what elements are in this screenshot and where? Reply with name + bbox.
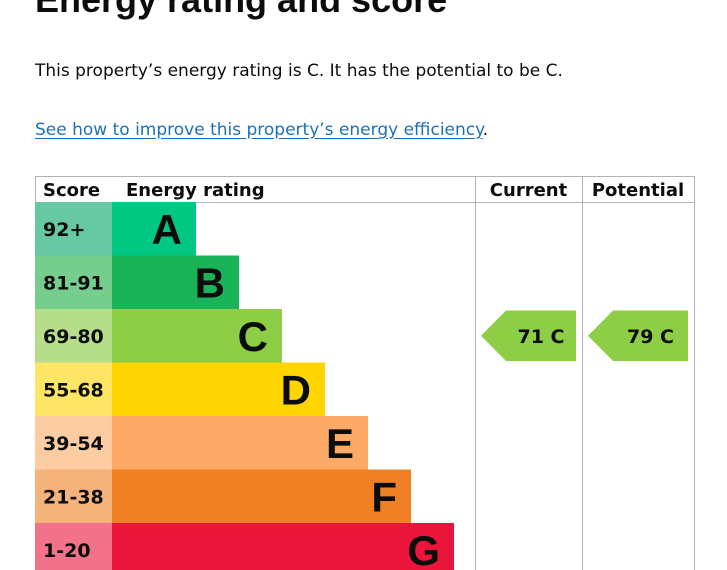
rating-bar-a xyxy=(112,202,196,256)
header-current: Current xyxy=(490,180,568,201)
header-score: Score xyxy=(43,180,100,201)
header-energy-rating: Energy rating xyxy=(126,180,265,201)
rating-summary: This property’s energy rating is C. It h… xyxy=(35,61,563,81)
score-cell-g xyxy=(35,523,112,570)
potential-rating-label: 79 C xyxy=(627,326,674,348)
rating-letter-c: C xyxy=(238,313,268,360)
rating-bar-d xyxy=(112,362,325,417)
score-label-e: 39-54 xyxy=(43,433,104,455)
score-label-a: 92+ xyxy=(43,219,85,241)
rating-bar-b xyxy=(112,255,239,310)
improve-paragraph: See how to improve this property’s energ… xyxy=(35,118,488,142)
header-potential: Potential xyxy=(592,180,684,201)
chart-headers: Score Energy rating Current Potential xyxy=(43,180,684,201)
page-title: Energy rating and score xyxy=(35,0,447,22)
potential-rating-arrow xyxy=(588,310,688,361)
rating-letter-b: B xyxy=(195,259,225,306)
rating-bands: 92+ A 81-91 B 69-80 C 55-68 D 39-54 E 21-38 F 1-20 G xyxy=(35,202,454,570)
score-cell-a xyxy=(35,202,112,256)
score-cell-b xyxy=(35,255,112,310)
rating-bar-g xyxy=(112,523,454,570)
improve-suffix: . xyxy=(482,120,489,140)
rating-bar-e xyxy=(112,416,368,470)
score-label-b: 81-91 xyxy=(43,272,104,294)
score-cell-d xyxy=(35,362,112,417)
rating-bar-c xyxy=(112,309,282,363)
current-rating-label: 71 C xyxy=(518,326,565,348)
score-cell-c xyxy=(35,309,112,363)
score-label-d: 55-68 xyxy=(43,379,104,401)
rating-letter-a: A xyxy=(152,206,182,253)
rating-letter-g: G xyxy=(407,527,440,570)
improve-efficiency-link[interactable]: See how to improve this property’s energ… xyxy=(35,120,483,140)
score-label-g: 1-20 xyxy=(43,540,91,562)
rating-bar-f xyxy=(112,469,411,524)
score-label-c: 69-80 xyxy=(43,326,104,348)
score-cell-f xyxy=(35,469,112,524)
rating-letter-d: D xyxy=(281,366,311,413)
score-cell-e xyxy=(35,416,112,470)
rating-markers: 71 C 79 C xyxy=(481,310,688,361)
rating-letter-f: F xyxy=(371,473,397,520)
score-label-f: 21-38 xyxy=(43,486,104,508)
rating-letter-e: E xyxy=(326,420,354,467)
current-rating-arrow xyxy=(481,310,576,361)
